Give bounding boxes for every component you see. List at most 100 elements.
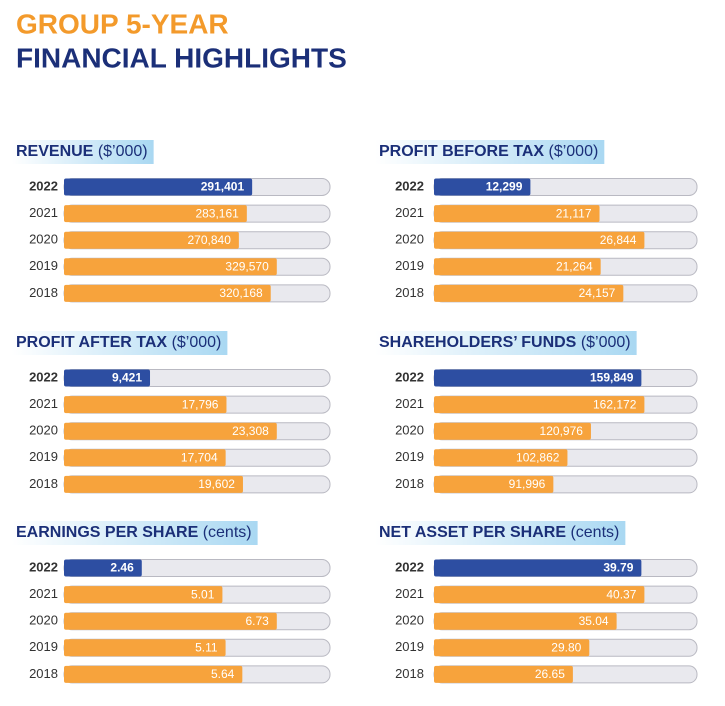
year-label: 2021 xyxy=(395,205,424,220)
year-label: 2021 xyxy=(395,586,424,601)
bar xyxy=(434,205,600,223)
year-label: 2020 xyxy=(395,423,424,438)
value-label: 91,996 xyxy=(509,477,546,491)
value-label: 9,421 xyxy=(112,371,142,385)
year-label: 2021 xyxy=(29,396,58,411)
value-label: 159,849 xyxy=(590,371,634,385)
year-label: 2019 xyxy=(395,258,424,273)
title-background xyxy=(375,140,605,164)
chart-panel: PROFIT AFTER TAX ($’000) 2022 9,421 2021 17,… xyxy=(12,331,331,494)
chart-panel: NET ASSET PER SHARE (cents) 2022 39.79 2021… xyxy=(375,521,698,684)
value-label: 21,117 xyxy=(556,206,592,220)
year-label: 2022 xyxy=(29,178,58,193)
bar xyxy=(64,665,243,683)
chart-title: EARNINGS PER SHARE (cents) xyxy=(16,524,252,541)
bar xyxy=(64,559,142,577)
value-label: 102,862 xyxy=(516,450,560,464)
value-label: 5.01 xyxy=(191,587,215,601)
bar xyxy=(434,396,645,414)
value-label: 23,308 xyxy=(232,424,269,438)
value-label: 17,796 xyxy=(182,397,219,411)
bar xyxy=(434,422,591,440)
value-label: 24,157 xyxy=(579,286,616,300)
bar xyxy=(434,559,642,577)
year-label: 2018 xyxy=(29,285,58,300)
value-label: 19,602 xyxy=(198,477,235,491)
header-line-2: FINANCIAL HIGHLIGHTS xyxy=(16,42,347,73)
title-unit: ($’000) xyxy=(549,143,599,160)
year-label: 2022 xyxy=(29,369,58,384)
title-unit: (cents) xyxy=(570,524,619,541)
chart-panel: REVENUE ($’000) 2022 291,401 2021 283,161 202… xyxy=(12,140,331,303)
title-unit: ($’000) xyxy=(581,334,631,351)
title-background xyxy=(375,521,626,545)
year-label: 2018 xyxy=(395,476,424,491)
title-background xyxy=(12,521,258,545)
value-label: 6.73 xyxy=(245,614,269,628)
chart-title: REVENUE ($’000) xyxy=(16,143,148,160)
bar xyxy=(434,258,601,276)
bar xyxy=(64,258,277,276)
chart-title: NET ASSET PER SHARE (cents) xyxy=(379,524,619,541)
year-label: 2020 xyxy=(395,613,424,628)
title-unit: ($’000) xyxy=(172,334,222,351)
value-label: 21,264 xyxy=(556,259,593,273)
year-label: 2018 xyxy=(395,285,424,300)
year-label: 2021 xyxy=(29,586,58,601)
year-label: 2022 xyxy=(395,369,424,384)
bar xyxy=(434,231,645,249)
title-text: EARNINGS PER SHARE xyxy=(16,524,199,541)
year-label: 2022 xyxy=(395,178,424,193)
value-label: 320,168 xyxy=(219,286,263,300)
value-label: 5.11 xyxy=(195,640,218,654)
value-label: 162,172 xyxy=(593,397,637,411)
bar xyxy=(434,475,554,493)
value-label: 17,704 xyxy=(181,450,218,464)
bar xyxy=(434,449,568,467)
year-label: 2020 xyxy=(29,613,58,628)
title-text: PROFIT BEFORE TAX xyxy=(379,143,544,160)
year-label: 2019 xyxy=(395,449,424,464)
header-line-1: GROUP 5-YEAR xyxy=(16,8,229,39)
title-text: SHAREHOLDERS’ FUNDS xyxy=(379,334,577,351)
value-label: 2.46 xyxy=(110,561,134,575)
value-label: 35.04 xyxy=(579,614,609,628)
chart-title: PROFIT AFTER TAX ($’000) xyxy=(16,334,221,351)
bar xyxy=(434,369,642,387)
title-background xyxy=(375,331,637,355)
bar xyxy=(434,665,573,683)
chart-panel: EARNINGS PER SHARE (cents) 2022 2.46 2021 5.… xyxy=(12,521,331,684)
bar xyxy=(434,586,645,604)
bar xyxy=(434,178,531,196)
value-label: 26.65 xyxy=(535,667,565,681)
title-unit: ($’000) xyxy=(98,143,148,160)
bar xyxy=(64,639,226,657)
bar xyxy=(434,284,624,302)
year-label: 2018 xyxy=(29,476,58,491)
year-label: 2022 xyxy=(395,559,424,574)
title-text: NET ASSET PER SHARE xyxy=(379,524,566,541)
title-background xyxy=(12,140,154,164)
year-label: 2018 xyxy=(29,666,58,681)
value-label: 40.37 xyxy=(606,587,636,601)
bar xyxy=(64,612,277,630)
year-label: 2019 xyxy=(29,449,58,464)
bar xyxy=(64,231,239,249)
value-label: 291,401 xyxy=(201,180,245,194)
bar xyxy=(434,639,590,657)
chart-title: PROFIT BEFORE TAX ($’000) xyxy=(379,143,598,160)
year-label: 2022 xyxy=(29,559,58,574)
bar xyxy=(64,396,227,414)
chart-panel: SHAREHOLDERS’ FUNDS ($’000) 2022 159,849 20… xyxy=(375,331,698,494)
title-text: PROFIT AFTER TAX xyxy=(16,334,167,351)
value-label: 120,976 xyxy=(540,424,584,438)
bar xyxy=(64,178,253,196)
chart-panel: PROFIT BEFORE TAX ($’000) 2022 12,299 2021 2… xyxy=(375,140,698,303)
value-label: 12,299 xyxy=(486,180,523,194)
bar xyxy=(64,422,277,440)
value-label: 26,844 xyxy=(600,233,637,247)
bar xyxy=(64,284,271,302)
bar xyxy=(64,449,226,467)
bar xyxy=(434,612,617,630)
